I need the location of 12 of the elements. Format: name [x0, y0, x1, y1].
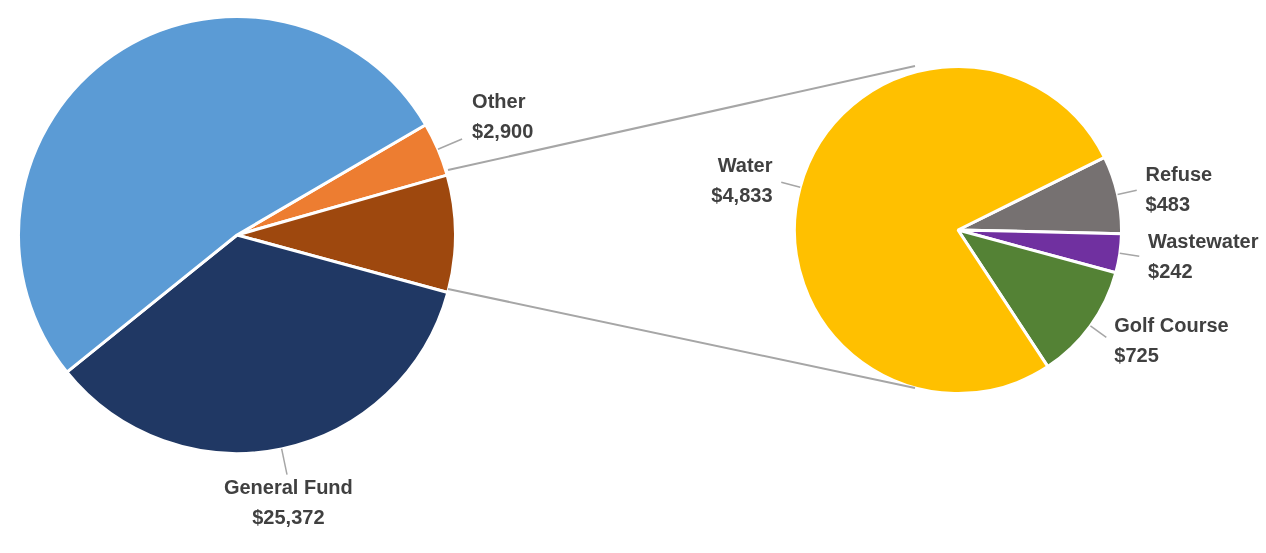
slice-label: Water: [717, 154, 773, 177]
slice-label: Other: [472, 89, 526, 112]
slice-label: Refuse: [1145, 162, 1213, 185]
data-label: $725: [1114, 343, 1159, 366]
data-label: $483: [1145, 192, 1191, 215]
data-label: $25,372: [252, 506, 325, 529]
slice-label: Golf Course: [1114, 313, 1229, 336]
data-label: $242: [1148, 260, 1193, 283]
slice-label: Wastewater: [1148, 230, 1259, 253]
slice-label: General Fund: [223, 476, 353, 499]
data-label: $2,900: [472, 119, 534, 142]
data-label: $4,833: [711, 184, 773, 207]
